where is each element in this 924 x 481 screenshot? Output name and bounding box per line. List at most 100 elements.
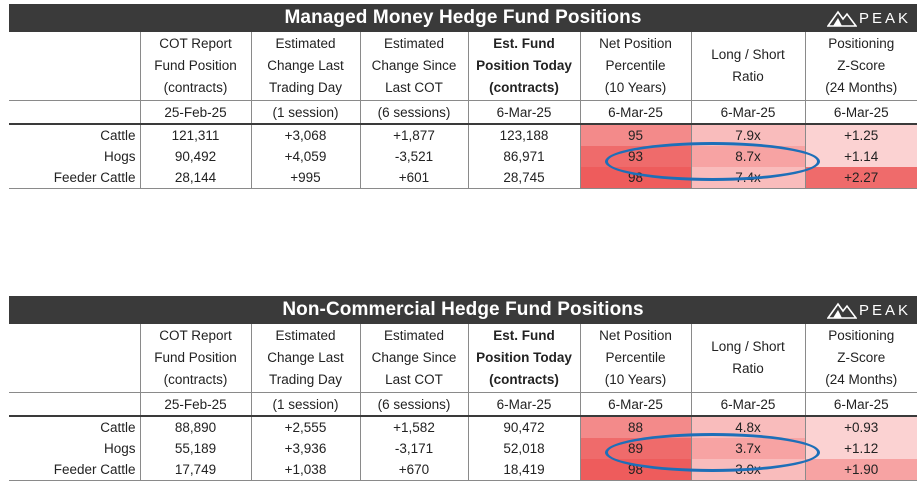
col-est-position-today: Est. Fund Position Today (contracts) xyxy=(467,32,580,101)
panel-title: Managed Money Hedge Fund Positions xyxy=(284,7,642,28)
column-header-row: COT Report Fund Position (contracts) Estim… xyxy=(9,32,917,101)
col-long-short-ratio: Long / Short Ratio xyxy=(690,32,805,101)
managed-money-panel: Managed Money Hedge Fund Positions PEAK … xyxy=(9,4,917,189)
table-cell: +1,877 xyxy=(359,124,468,146)
table-cell: 17,749 xyxy=(139,459,251,481)
ratio-cell: 3.0x xyxy=(690,459,805,481)
table-cell: -3,171 xyxy=(359,438,468,459)
percentile-cell: 89 xyxy=(579,438,691,459)
table-cell: +601 xyxy=(359,167,468,189)
table-cell: +4,059 xyxy=(250,146,360,167)
table-cell: 90,492 xyxy=(139,146,251,167)
peak-logo: PEAK xyxy=(826,299,911,321)
panel-title: Non-Commercial Hedge Fund Positions xyxy=(282,299,644,320)
row-label: Cattle xyxy=(100,128,136,143)
col-cot-report: COT Report Fund Position (contracts) xyxy=(139,324,251,393)
date-cell: 6-Mar-25 xyxy=(579,100,691,125)
col-long-short-ratio: Long / Short Ratio xyxy=(690,324,805,393)
row-label: Cattle xyxy=(100,420,136,435)
table-cell: 52,018 xyxy=(467,438,580,459)
positions-table: COT Report Fund Position (contracts) Estim… xyxy=(9,324,917,481)
ratio-cell: 4.8x xyxy=(690,416,805,438)
row-label: Hogs xyxy=(103,149,136,164)
table-row: Hogs 55,189 +3,936 -3,171 52,018 89 3.7x… xyxy=(9,438,917,459)
col-change-since-cot: Estimated Change Since Last COT xyxy=(359,32,468,101)
table-cell: 28,144 xyxy=(139,167,251,189)
panel-banner: Non-Commercial Hedge Fund Positions PEAK xyxy=(9,296,917,324)
corner-cell xyxy=(9,324,140,393)
date-cell: (6 sessions) xyxy=(359,392,468,417)
zscore-cell: +1.25 xyxy=(804,124,917,146)
ratio-cell: 7.9x xyxy=(690,124,805,146)
percentile-cell: 98 xyxy=(579,167,691,189)
table-cell: +3,936 xyxy=(250,438,360,459)
table-cell: 90,472 xyxy=(467,416,580,438)
table-cell: 18,419 xyxy=(467,459,580,481)
table-cell: 123,188 xyxy=(467,124,580,146)
mountain-icon xyxy=(826,302,857,319)
date-cell: 6-Mar-25 xyxy=(579,392,691,417)
table-cell: 121,311 xyxy=(139,124,251,146)
zscore-cell: +1.12 xyxy=(804,438,917,459)
table-cell: 55,189 xyxy=(139,438,251,459)
table-cell: +1,582 xyxy=(359,416,468,438)
ratio-cell: 3.7x xyxy=(690,438,805,459)
dates-row: 25-Feb-25 (1 session) (6 sessions) 6-Mar… xyxy=(9,100,917,125)
col-change-last-day: Estimated Change Last Trading Day xyxy=(250,324,360,393)
col-net-percentile: Net Position Percentile (10 Years) xyxy=(579,324,691,393)
mountain-icon xyxy=(826,10,857,27)
col-net-percentile: Net Position Percentile (10 Years) xyxy=(579,32,691,101)
peak-logo: PEAK xyxy=(826,7,911,29)
col-est-position-today: Est. Fund Position Today (contracts) xyxy=(467,324,580,393)
corner-cell xyxy=(9,32,140,101)
date-cell: 6-Mar-25 xyxy=(804,392,917,417)
row-label: Feeder Cattle xyxy=(9,459,140,481)
positions-table: COT Report Fund Position (contracts) Estim… xyxy=(9,32,917,189)
date-cell: 25-Feb-25 xyxy=(139,100,251,125)
col-z-score: Positioning Z-Score (24 Months) xyxy=(804,324,917,393)
date-cell: 25-Feb-25 xyxy=(139,392,251,417)
zscore-cell: +1.90 xyxy=(804,459,917,481)
row-label: Hogs xyxy=(103,441,136,456)
table-cell: +995 xyxy=(250,167,360,189)
table-cell: 88,890 xyxy=(139,416,251,438)
table-cell: -3,521 xyxy=(359,146,468,167)
percentile-cell: 88 xyxy=(579,416,691,438)
percentile-cell: 98 xyxy=(579,459,691,481)
col-change-last-day: Estimated Change Last Trading Day xyxy=(250,32,360,101)
table-row: Feeder Cattle 17,749 +1,038 +670 18,419 … xyxy=(9,459,917,481)
percentile-cell: 95 xyxy=(579,124,691,146)
table-cell: 28,745 xyxy=(467,167,580,189)
date-cell: (1 session) xyxy=(250,100,360,125)
percentile-cell: 93 xyxy=(579,146,691,167)
col-z-score: Positioning Z-Score (24 Months) xyxy=(804,32,917,101)
table-cell: 86,971 xyxy=(467,146,580,167)
dates-row: 25-Feb-25 (1 session) (6 sessions) 6-Mar… xyxy=(9,392,917,417)
non-commercial-panel: Non-Commercial Hedge Fund Positions PEAK… xyxy=(9,296,917,481)
table-cell: +1,038 xyxy=(250,459,360,481)
table-row: Hogs 90,492 +4,059 -3,521 86,971 93 8.7x… xyxy=(9,146,917,167)
zscore-cell: +0.93 xyxy=(804,416,917,438)
table-cell: +670 xyxy=(359,459,468,481)
zscore-cell: +2.27 xyxy=(804,167,917,189)
ratio-cell: 8.7x xyxy=(690,146,805,167)
table-cell: +2,555 xyxy=(250,416,360,438)
table-row: Feeder Cattle 28,144 +995 +601 28,745 98… xyxy=(9,167,917,189)
date-cell: (6 sessions) xyxy=(359,100,468,125)
column-header-row: COT Report Fund Position (contracts) Estim… xyxy=(9,324,917,393)
zscore-cell: +1.14 xyxy=(804,146,917,167)
col-cot-report: COT Report Fund Position (contracts) xyxy=(139,32,251,101)
date-cell: 6-Mar-25 xyxy=(467,392,580,417)
date-cell: 6-Mar-25 xyxy=(804,100,917,125)
date-cell: 6-Mar-25 xyxy=(690,392,805,417)
row-label: Feeder Cattle xyxy=(9,167,140,189)
date-cell: 6-Mar-25 xyxy=(467,100,580,125)
logo-word: PEAK xyxy=(858,9,911,27)
date-cell: (1 session) xyxy=(250,392,360,417)
table-row: Cattle 121,311 +3,068 +1,877 123,188 95 … xyxy=(9,124,917,146)
date-cell: 6-Mar-25 xyxy=(690,100,805,125)
ratio-cell: 7.4x xyxy=(690,167,805,189)
panel-banner: Managed Money Hedge Fund Positions PEAK xyxy=(9,4,917,32)
logo-word: PEAK xyxy=(858,301,911,319)
table-row: Cattle 88,890 +2,555 +1,582 90,472 88 4.… xyxy=(9,416,917,438)
